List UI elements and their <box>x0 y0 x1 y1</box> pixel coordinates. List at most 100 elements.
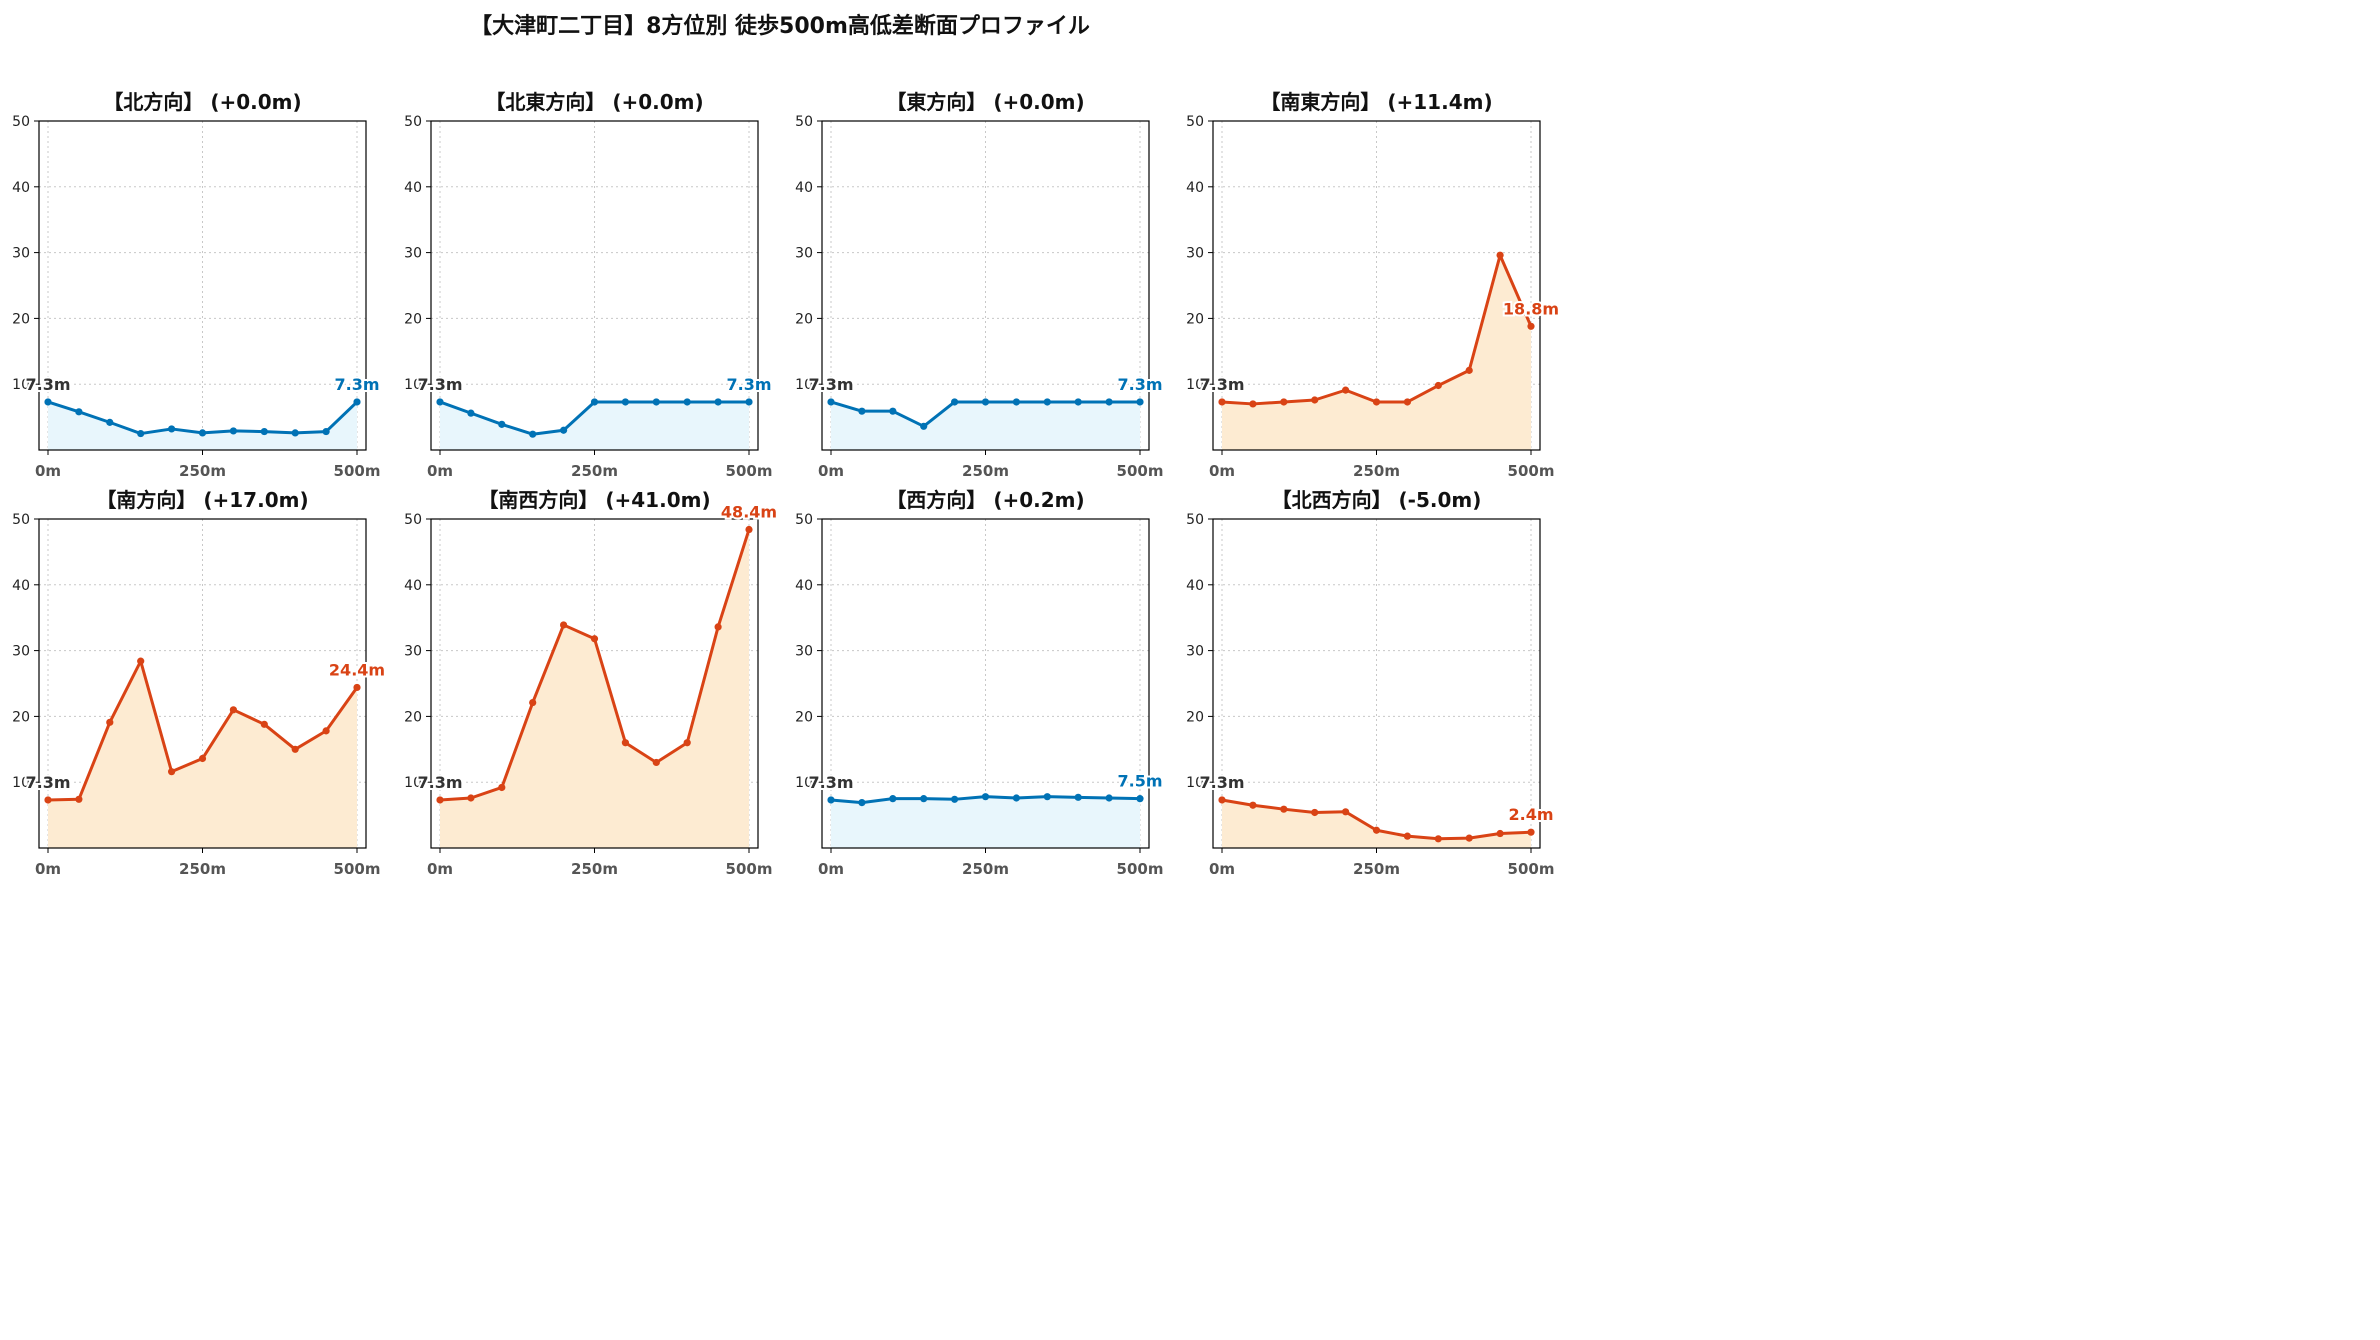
y-tick-label: 30 <box>795 644 813 660</box>
data-point <box>1527 828 1535 836</box>
data-point <box>745 525 753 534</box>
data-point <box>1342 386 1350 394</box>
data-point <box>1403 832 1411 840</box>
data-point <box>560 426 568 434</box>
grid-lines <box>39 120 366 450</box>
data-point <box>353 398 361 406</box>
plot-frame <box>38 120 367 451</box>
data-point <box>981 398 990 406</box>
data-point <box>1372 398 1381 406</box>
y-tick-label: 40 <box>404 578 422 594</box>
y-tick-label: 40 <box>12 180 30 196</box>
x-tick-label: 250m <box>962 462 1009 480</box>
data-point <box>1074 398 1082 406</box>
y-tick-label: 30 <box>1186 246 1204 262</box>
data-point <box>1218 398 1226 406</box>
start-elevation-label: 7.3m <box>1199 773 1244 792</box>
y-tick-label: 30 <box>404 246 422 262</box>
data-point <box>951 795 959 803</box>
data-point <box>168 425 176 433</box>
x-tick-label: 500m <box>1117 860 1164 878</box>
x-tick-label: 250m <box>1353 860 1400 878</box>
data-point <box>498 783 506 792</box>
data-point <box>1074 793 1082 801</box>
data-point <box>1311 808 1319 817</box>
y-tick-label: 10 <box>795 377 813 393</box>
data-point <box>436 796 444 804</box>
x-tick-label: 250m <box>571 462 618 480</box>
data-point <box>1496 251 1504 259</box>
end-elevation-label: 7.3m <box>334 375 379 394</box>
data-point <box>467 794 475 802</box>
data-point <box>858 407 866 415</box>
y-tick-label: 40 <box>1186 578 1204 594</box>
y-tick-label: 20 <box>404 311 422 327</box>
y-tick-label: 50 <box>404 512 422 528</box>
x-tick-label: 250m <box>571 860 618 878</box>
data-point <box>1496 829 1504 838</box>
data-point <box>137 429 145 438</box>
x-tick-label: 500m <box>726 860 773 878</box>
x-tick-label: 500m <box>1508 462 1555 480</box>
y-tick-label: 20 <box>12 709 30 725</box>
data-point <box>322 427 330 436</box>
data-point <box>652 398 660 406</box>
data-point <box>652 758 660 767</box>
x-tick-label: 0m <box>427 860 453 878</box>
y-tick-label: 10 <box>795 775 813 791</box>
data-point <box>353 683 361 692</box>
data-point <box>467 409 475 417</box>
y-tick-label: 20 <box>1186 311 1204 327</box>
y-tick-label: 30 <box>12 644 30 660</box>
x-tick-label: 500m <box>334 462 381 480</box>
data-point <box>981 793 990 801</box>
start-elevation-label: 7.3m <box>808 375 853 394</box>
y-tick-label: 50 <box>12 512 30 528</box>
y-tick-label: 20 <box>404 709 422 725</box>
data-point <box>137 657 145 665</box>
data-point <box>1136 398 1144 406</box>
y-tick-label: 40 <box>1186 180 1204 196</box>
x-tick-label: 250m <box>179 860 226 878</box>
data-point <box>436 398 444 406</box>
subplot-title: 【西方向】 (+0.2m) <box>886 488 1084 512</box>
end-elevation-label: 7.3m <box>1117 375 1162 394</box>
y-tick-label: 10 <box>404 775 422 791</box>
x-tick-label: 250m <box>179 462 226 480</box>
y-tick-label: 20 <box>12 311 30 327</box>
start-elevation-label: 7.3m <box>25 375 70 394</box>
data-point <box>75 408 83 416</box>
data-point <box>590 398 599 406</box>
end-elevation-label: 7.3m <box>726 375 771 394</box>
data-point <box>229 706 237 714</box>
y-tick-label: 20 <box>1186 709 1204 725</box>
end-elevation-label: 2.4m <box>1508 805 1553 824</box>
subplot-title: 【北東方向】 (+0.0m) <box>485 90 703 114</box>
data-point <box>529 698 537 707</box>
y-tick-label: 30 <box>795 246 813 262</box>
data-point <box>106 718 114 726</box>
start-elevation-label: 7.3m <box>417 773 462 792</box>
data-point <box>1465 834 1473 842</box>
data-point <box>1372 826 1381 834</box>
data-point <box>951 398 959 406</box>
data-point <box>683 398 691 406</box>
data-point <box>1218 796 1226 804</box>
data-point <box>1527 322 1535 330</box>
x-tick-label: 500m <box>726 462 773 480</box>
data-point <box>75 795 83 803</box>
data-point <box>1012 398 1021 406</box>
data-point <box>1043 398 1051 406</box>
data-point <box>260 427 268 436</box>
y-tick-label: 20 <box>795 709 813 725</box>
data-point <box>560 621 568 629</box>
data-point <box>745 398 753 406</box>
data-point <box>291 429 299 437</box>
y-tick-label: 10 <box>404 377 422 393</box>
